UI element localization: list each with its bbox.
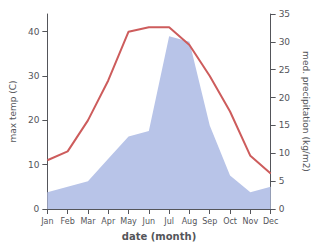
- svg-text:Feb: Feb: [61, 217, 75, 226]
- svg-text:25: 25: [279, 65, 290, 75]
- svg-text:40: 40: [28, 27, 40, 37]
- svg-text:Apr: Apr: [101, 217, 116, 226]
- svg-text:max temp (C): max temp (C): [8, 80, 18, 142]
- svg-text:Jul: Jul: [163, 217, 174, 226]
- svg-text:20: 20: [28, 115, 40, 125]
- svg-text:Jan: Jan: [40, 217, 53, 226]
- svg-text:10: 10: [28, 160, 40, 170]
- svg-text:15: 15: [279, 120, 290, 130]
- svg-text:Aug: Aug: [182, 217, 198, 226]
- svg-text:5: 5: [279, 176, 285, 186]
- svg-text:Nov: Nov: [243, 217, 259, 226]
- svg-text:May: May: [120, 217, 137, 226]
- svg-text:30: 30: [279, 37, 291, 47]
- svg-text:Jun: Jun: [142, 217, 156, 226]
- svg-text:Dec: Dec: [263, 217, 278, 226]
- svg-text:med. precipitation (kg/m2): med. precipitation (kg/m2): [301, 51, 311, 172]
- svg-text:date (month): date (month): [122, 231, 196, 242]
- svg-text:30: 30: [28, 71, 40, 81]
- svg-text:10: 10: [279, 148, 291, 158]
- svg-text:0: 0: [34, 204, 40, 214]
- svg-text:35: 35: [279, 9, 290, 19]
- svg-text:Oct: Oct: [223, 217, 237, 226]
- svg-text:20: 20: [279, 93, 291, 103]
- svg-text:Sep: Sep: [202, 217, 217, 226]
- svg-text:Mar: Mar: [80, 217, 96, 226]
- svg-text:0: 0: [279, 204, 285, 214]
